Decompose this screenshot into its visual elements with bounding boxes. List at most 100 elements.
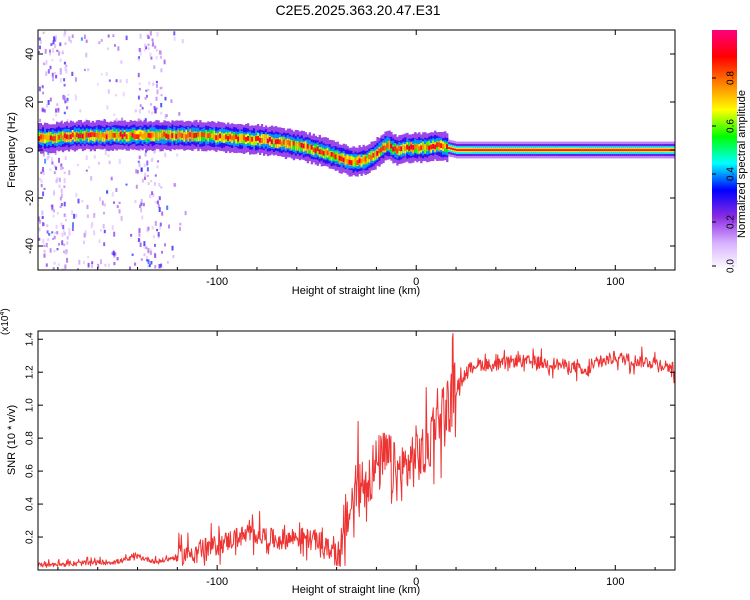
- ridge-cell: [213, 134, 216, 140]
- ridge-cell: [665, 149, 668, 151]
- noise-speckle: [54, 231, 57, 234]
- noise-speckle: [130, 233, 133, 237]
- ridge-cell: [133, 134, 136, 139]
- ridge-cell: [71, 132, 75, 138]
- noise-speckle: [146, 259, 149, 262]
- noise-speckle: [76, 163, 79, 167]
- noise-speckle: [138, 56, 140, 60]
- noise-speckle: [39, 45, 41, 50]
- noise-speckle: [143, 49, 146, 52]
- noise-speckle: [112, 34, 115, 37]
- ridge-cell: [583, 149, 586, 151]
- ridge-cell: [89, 132, 93, 138]
- ridge-cell: [635, 149, 638, 151]
- noise-speckle: [158, 207, 161, 212]
- noise-speckle: [114, 44, 116, 47]
- noise-speckle: [88, 166, 91, 169]
- noise-speckle: [137, 118, 140, 123]
- ridge-cell: [479, 149, 483, 151]
- noise-speckle: [152, 41, 154, 47]
- noise-speckle: [53, 261, 56, 265]
- ridge-cell: [318, 149, 321, 155]
- ridge-cell: [334, 154, 337, 160]
- ridge-cell: [565, 149, 568, 151]
- noise-speckle: [53, 235, 56, 240]
- spectrogram-x-label: Height of straight line (km): [292, 285, 420, 297]
- noise-speckle: [63, 243, 66, 247]
- ridge-cell: [253, 137, 256, 143]
- ridge-cell: [219, 133, 222, 139]
- noise-speckle: [55, 224, 58, 229]
- ridge-cell: [193, 133, 196, 138]
- noise-speckle: [63, 61, 66, 65]
- noise-speckle: [125, 79, 128, 84]
- noise-speckle: [141, 215, 144, 220]
- ridge-cell: [629, 149, 632, 151]
- ridge-cell: [197, 131, 200, 137]
- noise-speckle: [160, 50, 162, 55]
- noise-speckle: [83, 34, 86, 40]
- noise-speckle: [83, 240, 85, 245]
- noise-speckle: [42, 170, 45, 175]
- noise-speckle: [91, 222, 94, 226]
- noise-speckle: [160, 86, 163, 89]
- ridge-cell: [627, 149, 630, 151]
- colorbar: 0.0 0.2 0.4 0.6 0.8 Normalized spectral ampl…: [712, 30, 748, 273]
- ridge-cell: [227, 136, 230, 141]
- ridge-cell: [127, 132, 130, 138]
- ridge-cell: [559, 149, 562, 151]
- noise-speckle: [52, 267, 55, 270]
- noise-speckle: [66, 236, 69, 240]
- noise-speckle: [91, 263, 94, 268]
- noise-speckle: [153, 148, 156, 154]
- ridge-cell: [288, 141, 292, 146]
- noise-speckle: [98, 162, 100, 165]
- noise-speckle: [156, 165, 159, 169]
- ridge-cell: [513, 149, 517, 151]
- noise-speckle: [86, 204, 89, 210]
- noise-speckle: [93, 155, 96, 159]
- noise-speckle: [120, 60, 123, 64]
- noise-speckle: [137, 95, 140, 100]
- ridge-cell: [475, 149, 479, 151]
- ridge-cell: [65, 134, 69, 140]
- ridge-cell: [211, 133, 214, 139]
- noise-speckle: [63, 171, 66, 174]
- noise-speckle: [111, 251, 114, 255]
- noise-speckle: [117, 46, 120, 51]
- noise-speckle: [140, 207, 143, 213]
- noise-speckle: [104, 263, 107, 267]
- ridge-cell: [203, 132, 206, 138]
- noise-speckle: [59, 58, 62, 62]
- noise-speckle: [155, 49, 158, 52]
- ridge-cell: [466, 149, 469, 151]
- ridge-cell: [67, 134, 71, 140]
- snr-y-label: SNR (10 * v/v): [6, 405, 18, 475]
- noise-speckle: [39, 118, 42, 123]
- noise-speckle: [77, 198, 80, 204]
- ridge-cell: [346, 159, 349, 164]
- ridge-cell: [117, 133, 120, 138]
- noise-speckle: [71, 71, 74, 76]
- noise-speckle: [64, 249, 67, 255]
- noise-speckle: [99, 229, 102, 232]
- ridge-cell: [623, 149, 626, 151]
- ridge-cell: [326, 150, 329, 156]
- noise-speckle: [102, 223, 105, 229]
- noise-speckle: [144, 176, 146, 180]
- ridge-cell: [221, 135, 224, 141]
- noise-speckle: [115, 94, 118, 97]
- noise-speckle: [118, 209, 121, 214]
- noise-speckle: [107, 89, 110, 94]
- noise-speckle: [100, 39, 103, 42]
- ridge-cell: [420, 145, 423, 151]
- noise-speckle: [139, 51, 142, 56]
- ridge-cell: [257, 136, 260, 141]
- noise-speckle: [148, 110, 150, 114]
- ridge-cell: [217, 134, 220, 140]
- ridge-cell: [390, 143, 393, 149]
- noise-speckle: [152, 82, 155, 86]
- ridge-cell: [549, 149, 552, 151]
- ridge-cell: [543, 149, 546, 151]
- ridge-cell: [503, 149, 507, 151]
